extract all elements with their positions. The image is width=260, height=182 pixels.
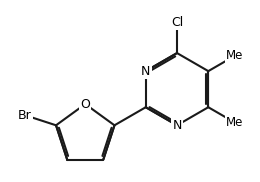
Text: Br: Br <box>18 109 32 122</box>
Text: Me: Me <box>226 49 244 62</box>
Text: N: N <box>141 65 151 78</box>
Text: O: O <box>80 98 90 110</box>
Text: N: N <box>172 119 182 132</box>
Text: Me: Me <box>226 116 244 129</box>
Text: Cl: Cl <box>171 16 183 29</box>
